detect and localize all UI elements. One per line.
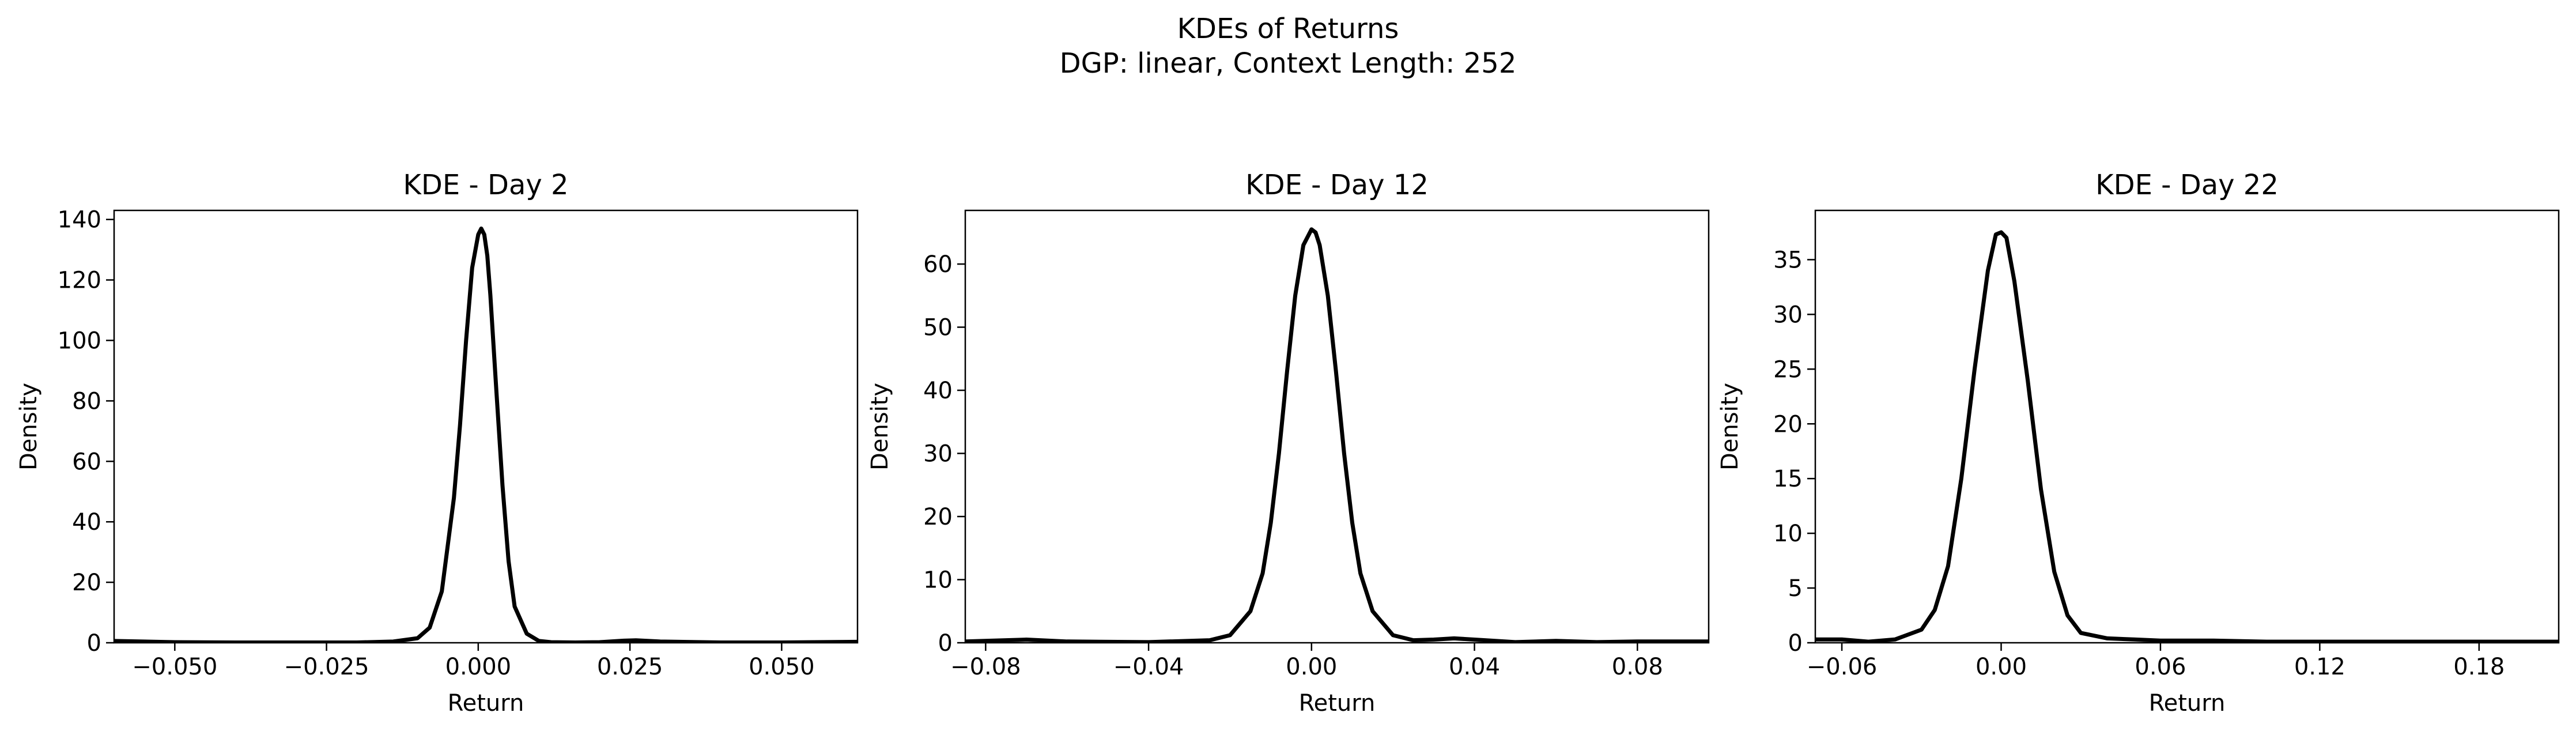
- y-tick-label: 30: [923, 441, 953, 468]
- x-tick-label: 0.00: [1976, 654, 2027, 680]
- y-tick-label: 50: [923, 315, 953, 341]
- y-tick-label: 60: [72, 448, 101, 475]
- y-tick-label: 140: [58, 207, 101, 233]
- x-tick-label: 0.050: [749, 654, 815, 680]
- x-tick-label: 0.06: [2135, 654, 2186, 680]
- y-tick-label: 15: [1773, 466, 1803, 492]
- y-tick-label: 20: [72, 570, 101, 596]
- y-tick-label: 0: [1788, 630, 1803, 657]
- x-tick-label: −0.06: [1807, 654, 1878, 680]
- x-tick-label: 0.025: [597, 654, 663, 680]
- y-tick-label: 20: [923, 504, 953, 530]
- panel-title: KDE - Day 2: [403, 169, 568, 201]
- figure-title-block: KDEs of Returns DGP: linear, Context Len…: [0, 12, 2576, 81]
- y-tick-label: 10: [1773, 521, 1803, 547]
- y-tick-label: 10: [923, 567, 953, 594]
- kde-panel-3: −0.06 0.00 0.06 0.12 0.18 0 5 10 15 20 25 30 35 KDE -…: [1717, 169, 2560, 717]
- y-tick-label: 120: [58, 267, 101, 294]
- axes-frame: [113, 209, 859, 644]
- y-tick-label: 35: [1773, 247, 1803, 273]
- x-tick-label: −0.08: [950, 654, 1021, 680]
- x-tick-label: 0.000: [445, 654, 512, 680]
- y-tick-label: 20: [1773, 411, 1803, 438]
- kde-panel-2: −0.08 −0.04 0.00 0.04 0.08 0 10 20 30 40 50 60 KDE -…: [867, 169, 1710, 717]
- y-axis-label: Density: [867, 383, 893, 470]
- y-tick-label: 0: [938, 630, 953, 657]
- kde-panel-1: −0.050 −0.025 0.000 0.025 0.050 0 20 40 60 80 100 1…: [16, 169, 859, 717]
- x-tick-label: −0.04: [1113, 654, 1184, 680]
- panel-title: KDE - Day 12: [1245, 169, 1429, 201]
- y-tick-label: 60: [923, 251, 953, 278]
- x-tick-label: 0.00: [1286, 654, 1337, 680]
- x-tick-label: −0.025: [284, 654, 369, 680]
- x-axis-label: Return: [1299, 690, 1376, 717]
- figure-title: KDEs of Returns: [1177, 13, 1399, 45]
- y-tick-label: 30: [1773, 301, 1803, 328]
- axes-frame: [964, 209, 1710, 644]
- y-tick-label: 0: [87, 630, 101, 657]
- y-tick-label: 25: [1773, 356, 1803, 383]
- x-tick-label: 0.18: [2453, 654, 2505, 680]
- y-tick-label: 100: [58, 328, 101, 355]
- y-tick-label: 5: [1788, 575, 1803, 602]
- panel-title: KDE - Day 22: [2095, 169, 2279, 201]
- y-axis-label: Density: [1717, 383, 1743, 470]
- y-tick-label: 80: [72, 388, 101, 414]
- x-axis-label: Return: [448, 690, 524, 717]
- kde-curve-1: [114, 226, 858, 643]
- figure-subtitle: DGP: linear, Context Length: 252: [1059, 47, 1517, 80]
- y-tick-label: 40: [72, 509, 101, 536]
- kde-curve-3: [1815, 230, 2559, 643]
- x-tick-label: 0.04: [1449, 654, 1500, 680]
- kde-curve-2: [965, 227, 1709, 643]
- x-tick-label: −0.050: [132, 654, 217, 680]
- x-tick-label: 0.08: [1612, 654, 1663, 680]
- axes-frame: [1814, 209, 2560, 644]
- y-tick-label: 40: [923, 378, 953, 404]
- y-axis-label: Density: [16, 383, 42, 470]
- x-axis-label: Return: [2149, 690, 2226, 717]
- x-tick-label: 0.12: [2294, 654, 2345, 680]
